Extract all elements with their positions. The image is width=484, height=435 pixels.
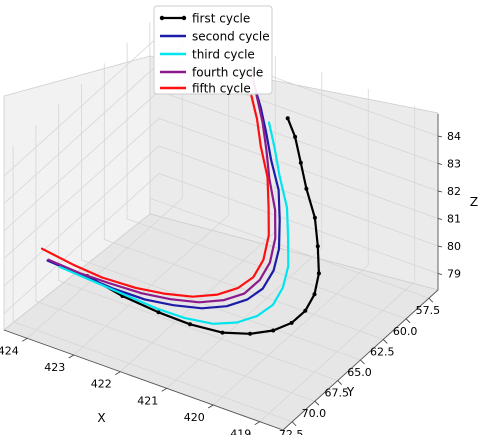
z-tick [437,135,443,138]
y-tick [291,421,297,427]
y-tick-label: 72.5 [279,428,304,435]
y-tick [428,297,434,303]
grid-line [259,105,416,422]
series-point [315,244,320,249]
y-tick-label: 62.5 [370,345,395,358]
y-tick [405,318,411,324]
z-tick-label: 84 [447,130,461,143]
series-lines [40,69,321,336]
series-point [285,116,290,121]
x-tick-label: 420 [184,411,205,424]
y-tick-label: 57.5 [416,304,441,317]
series-point [271,328,276,333]
z-tick [437,273,443,275]
series-point [293,134,298,139]
grid-line [73,39,230,356]
y-tick-label: 67.5 [324,387,349,400]
z-tick-label: 81 [447,213,461,226]
y-tick [337,380,342,385]
grid-line [12,145,293,423]
y-axis-label: Y [346,385,355,399]
y-tick-label: 65.0 [347,366,372,379]
x-tick [22,337,28,342]
x-tick [254,421,260,426]
axis-panes [3,55,439,431]
legend-entry: second cycle [160,30,270,44]
legend-entry: fifth cycle [160,82,251,96]
grid-line [81,84,361,361]
series-line-5 [40,94,270,298]
series-point [220,330,225,335]
grid-lines [3,22,439,423]
x-tick [208,404,214,409]
z-tick-label: 80 [447,240,461,253]
z-tick [437,163,443,165]
x-tick-label: 423 [44,361,65,374]
legend-label: third cycle [192,48,255,62]
x-axis-label: X [97,411,105,425]
legend-marker-1b [181,15,187,21]
x-tick [115,371,121,376]
series-point [312,292,317,297]
legend-label: fifth cycle [192,82,251,96]
z-tick [437,245,443,248]
y-tick [360,359,365,365]
y-tick-label: 60.0 [393,325,418,338]
series-line-3 [58,121,290,325]
series-point [304,186,309,191]
x-axis-line [3,329,284,431]
z-tick-label: 83 [447,158,461,171]
series-line-4 [47,69,277,304]
series-point [303,308,308,313]
grid-line [3,145,439,287]
grid-line [149,22,430,299]
y-tick-label: 70.0 [302,407,327,420]
x-tick [68,354,74,359]
grid-line [126,42,407,320]
grid-line [103,63,384,340]
legend-marker-1 [159,15,165,21]
series-point [156,310,161,315]
series-point [248,331,253,336]
series-point [312,215,317,220]
legend-entry: first cycle [159,12,250,26]
x-tick-label: 419 [230,428,251,435]
grid-line [3,118,439,259]
series-line-2 [46,83,281,310]
x-tick [161,387,167,392]
grid-line [3,173,439,314]
legend-label: fourth cycle [192,66,263,80]
axes: 424 423 422 421 420 419 72.5 70.0 67.5 65.0 62.5 60… [0,114,478,435]
series-point [316,271,321,276]
y-tick [383,339,388,344]
series-point [298,160,303,165]
z-tick-label: 82 [447,185,461,198]
legend-label: second cycle [192,30,270,44]
series-point [188,322,192,327]
grid-line [58,104,338,381]
z-tick [437,190,443,193]
grid-line [35,125,316,402]
z-tick [437,218,443,220]
z-axis-label: Z [470,195,478,209]
y-tick [314,400,320,406]
series-point [289,320,294,325]
x-tick-label: 422 [91,378,112,391]
x-tick-label: 421 [137,394,158,407]
legend: first cycle second cycle third cycle fou… [153,5,273,96]
x-tick-label: 424 [0,344,19,357]
z-tick-label: 79 [447,268,461,281]
grid-line [212,89,369,406]
grid-line [166,72,323,389]
legend-entry: third cycle [160,48,255,62]
legend-label: first cycle [192,12,250,26]
legend-entry: fourth cycle [160,66,263,80]
